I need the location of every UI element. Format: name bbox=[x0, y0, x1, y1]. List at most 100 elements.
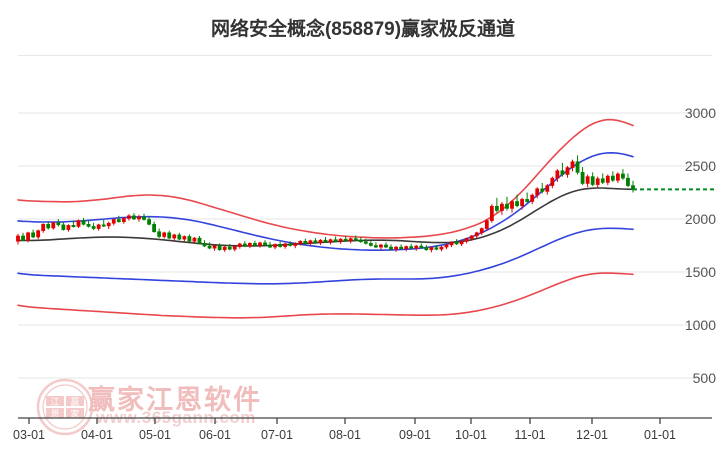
candle-body bbox=[152, 224, 157, 233]
x-tick-label-07-01: 07-01 bbox=[261, 428, 293, 442]
candle-body bbox=[384, 244, 388, 248]
candle-body bbox=[61, 224, 66, 230]
candle-body bbox=[545, 185, 550, 192]
candle-body bbox=[187, 236, 192, 242]
candle-body bbox=[595, 178, 600, 185]
candle-body bbox=[217, 245, 222, 251]
candle-body bbox=[263, 242, 267, 246]
candle-body bbox=[96, 224, 101, 229]
candle-body bbox=[419, 245, 424, 248]
candle-body bbox=[137, 216, 141, 220]
candle-body bbox=[399, 246, 404, 249]
candle-body bbox=[510, 201, 514, 209]
candle-body bbox=[132, 215, 136, 220]
candle-body bbox=[610, 175, 615, 181]
y-tick-label-500: 500 bbox=[692, 370, 716, 386]
candle-body bbox=[414, 245, 419, 249]
x-tick-label-05-01: 05-01 bbox=[139, 428, 171, 442]
x-tick-label-04-01: 04-01 bbox=[81, 428, 113, 442]
candle-body bbox=[36, 230, 41, 238]
x-tick-label-12-01: 12-01 bbox=[576, 428, 608, 442]
candle-body bbox=[247, 243, 252, 247]
candle-body bbox=[76, 220, 81, 227]
candle-body bbox=[258, 242, 262, 246]
candle-body bbox=[348, 238, 353, 242]
candle-body bbox=[520, 199, 525, 207]
candle-body bbox=[242, 243, 247, 247]
candle-body bbox=[565, 167, 570, 175]
candle-body bbox=[172, 234, 177, 239]
candle-body bbox=[555, 170, 560, 179]
candle-body bbox=[197, 237, 202, 244]
candle-body bbox=[278, 244, 283, 247]
candle-body bbox=[621, 173, 625, 179]
candle-body bbox=[21, 235, 25, 241]
candle-body bbox=[106, 222, 111, 227]
candle-body bbox=[474, 232, 479, 237]
y-tick-label-1500: 1500 bbox=[684, 264, 716, 280]
candle-body bbox=[162, 232, 167, 237]
candle-body bbox=[86, 224, 91, 227]
candle-body bbox=[253, 243, 257, 246]
x-tick-label-06-01: 06-01 bbox=[199, 428, 231, 442]
candle-body bbox=[308, 240, 313, 244]
candle-body bbox=[328, 239, 333, 243]
candle-body bbox=[343, 238, 348, 242]
candle-body bbox=[121, 218, 126, 222]
candle-body bbox=[505, 203, 509, 209]
candle-body bbox=[358, 239, 363, 243]
candle-body bbox=[469, 235, 474, 239]
candle-body bbox=[268, 244, 272, 248]
candle-body bbox=[232, 246, 237, 250]
header-divider bbox=[18, 55, 712, 56]
y-tick-label-3000: 3000 bbox=[684, 105, 716, 121]
candle-body bbox=[626, 177, 630, 186]
candle-body bbox=[434, 247, 439, 250]
candle-body bbox=[530, 194, 535, 202]
candle-body bbox=[227, 246, 232, 250]
candle-body bbox=[313, 240, 318, 244]
candle-body bbox=[459, 240, 464, 245]
candle-body bbox=[298, 240, 303, 244]
candle-body bbox=[31, 232, 36, 238]
series-line-1 bbox=[17, 152, 634, 251]
candle-body bbox=[66, 225, 71, 230]
candle-body bbox=[454, 242, 459, 245]
candle-body bbox=[374, 245, 378, 248]
y-tick-label-2000: 2000 bbox=[684, 211, 716, 227]
candle-body bbox=[439, 246, 444, 250]
candle-body bbox=[338, 238, 343, 242]
candle-body bbox=[182, 236, 187, 240]
candle-body bbox=[293, 243, 298, 246]
candle-body bbox=[51, 222, 56, 229]
x-tick-label-08-01: 08-01 bbox=[329, 428, 361, 442]
candle-body bbox=[212, 245, 217, 249]
candle-body bbox=[16, 235, 20, 242]
candle-body bbox=[515, 201, 519, 207]
x-tick-label-01-01: 01-01 bbox=[644, 428, 676, 442]
candle-body bbox=[600, 178, 605, 183]
candle-body bbox=[540, 188, 545, 192]
candle-body bbox=[570, 161, 575, 168]
candle-body bbox=[46, 224, 51, 229]
candle-body bbox=[494, 205, 499, 211]
candle-body bbox=[590, 176, 595, 185]
candle-body bbox=[379, 244, 383, 248]
y-tick-label-1000: 1000 bbox=[684, 317, 716, 333]
candle-body bbox=[167, 232, 172, 239]
candle-body bbox=[323, 239, 328, 243]
candle-body bbox=[283, 243, 288, 247]
candle-body bbox=[207, 245, 212, 249]
candle-body bbox=[424, 247, 429, 251]
candle-body bbox=[429, 247, 434, 251]
candle-body bbox=[127, 215, 131, 219]
x-tick-label-11-01: 11-01 bbox=[514, 428, 546, 442]
candle-body bbox=[192, 237, 197, 242]
candle-body bbox=[550, 177, 555, 186]
candle-body bbox=[101, 224, 106, 227]
candle-body bbox=[580, 172, 585, 184]
candle-body bbox=[404, 246, 409, 249]
series-line-0 bbox=[17, 118, 634, 239]
candle-body bbox=[147, 219, 151, 225]
